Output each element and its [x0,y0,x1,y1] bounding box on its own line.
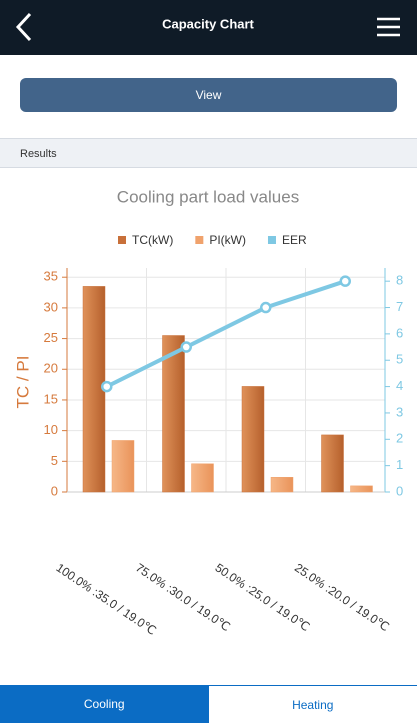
y2-tick-label: 7 [396,299,403,314]
legend-label: PI(kW) [209,233,246,247]
tab-bar: Cooling Heating [0,685,417,723]
tab[interactable]: Heating [209,685,417,723]
legend-swatch [268,236,276,244]
y-tick-label: 0 [51,483,58,498]
page-title: Capacity Chart [162,16,254,31]
legend-swatch [195,236,203,244]
chart: Cooling part load values TC / PI TC(kW) P… [0,170,417,685]
tab[interactable]: Cooling [0,685,209,723]
header-icons: Capacity Chart [0,0,417,55]
point [102,382,111,391]
y-tick-label: 15 [44,391,58,406]
bar [112,440,134,492]
y2-tick-label: 1 [396,457,403,472]
bar [322,435,344,492]
y-tick-label: 30 [44,299,58,314]
legend-label: EER [282,233,307,247]
header: Capacity Chart [0,0,417,55]
view-button[interactable]: View [20,78,397,112]
y2-tick-label: 2 [396,431,403,446]
bar [242,386,264,492]
bar [271,477,293,492]
y2-tick-label: 3 [396,404,403,419]
point [182,343,191,352]
y2-tick-label: 6 [396,325,403,340]
y2-tick-label: 0 [396,483,403,498]
back-button[interactable] [18,14,30,40]
y-tick-label: 35 [44,269,58,284]
bar [351,486,373,492]
y-axis-label: TC / PI [13,356,32,409]
menu-button[interactable] [377,19,400,35]
legend-swatch [118,236,126,244]
y-tick-label: 20 [44,361,58,376]
legend-label: TC(kW) [132,233,173,247]
y-tick-label: 10 [44,422,58,437]
y2-tick-label: 5 [396,352,403,367]
point [341,277,350,286]
y2-tick-label: 4 [396,378,403,393]
y-tick-label: 25 [44,330,58,345]
y2-tick-label: 8 [396,273,403,288]
y-tick-label: 5 [51,453,58,468]
bar [192,464,214,492]
point [261,303,270,312]
chart-title: Cooling part load values [117,187,299,206]
section-label: Results [0,138,417,168]
